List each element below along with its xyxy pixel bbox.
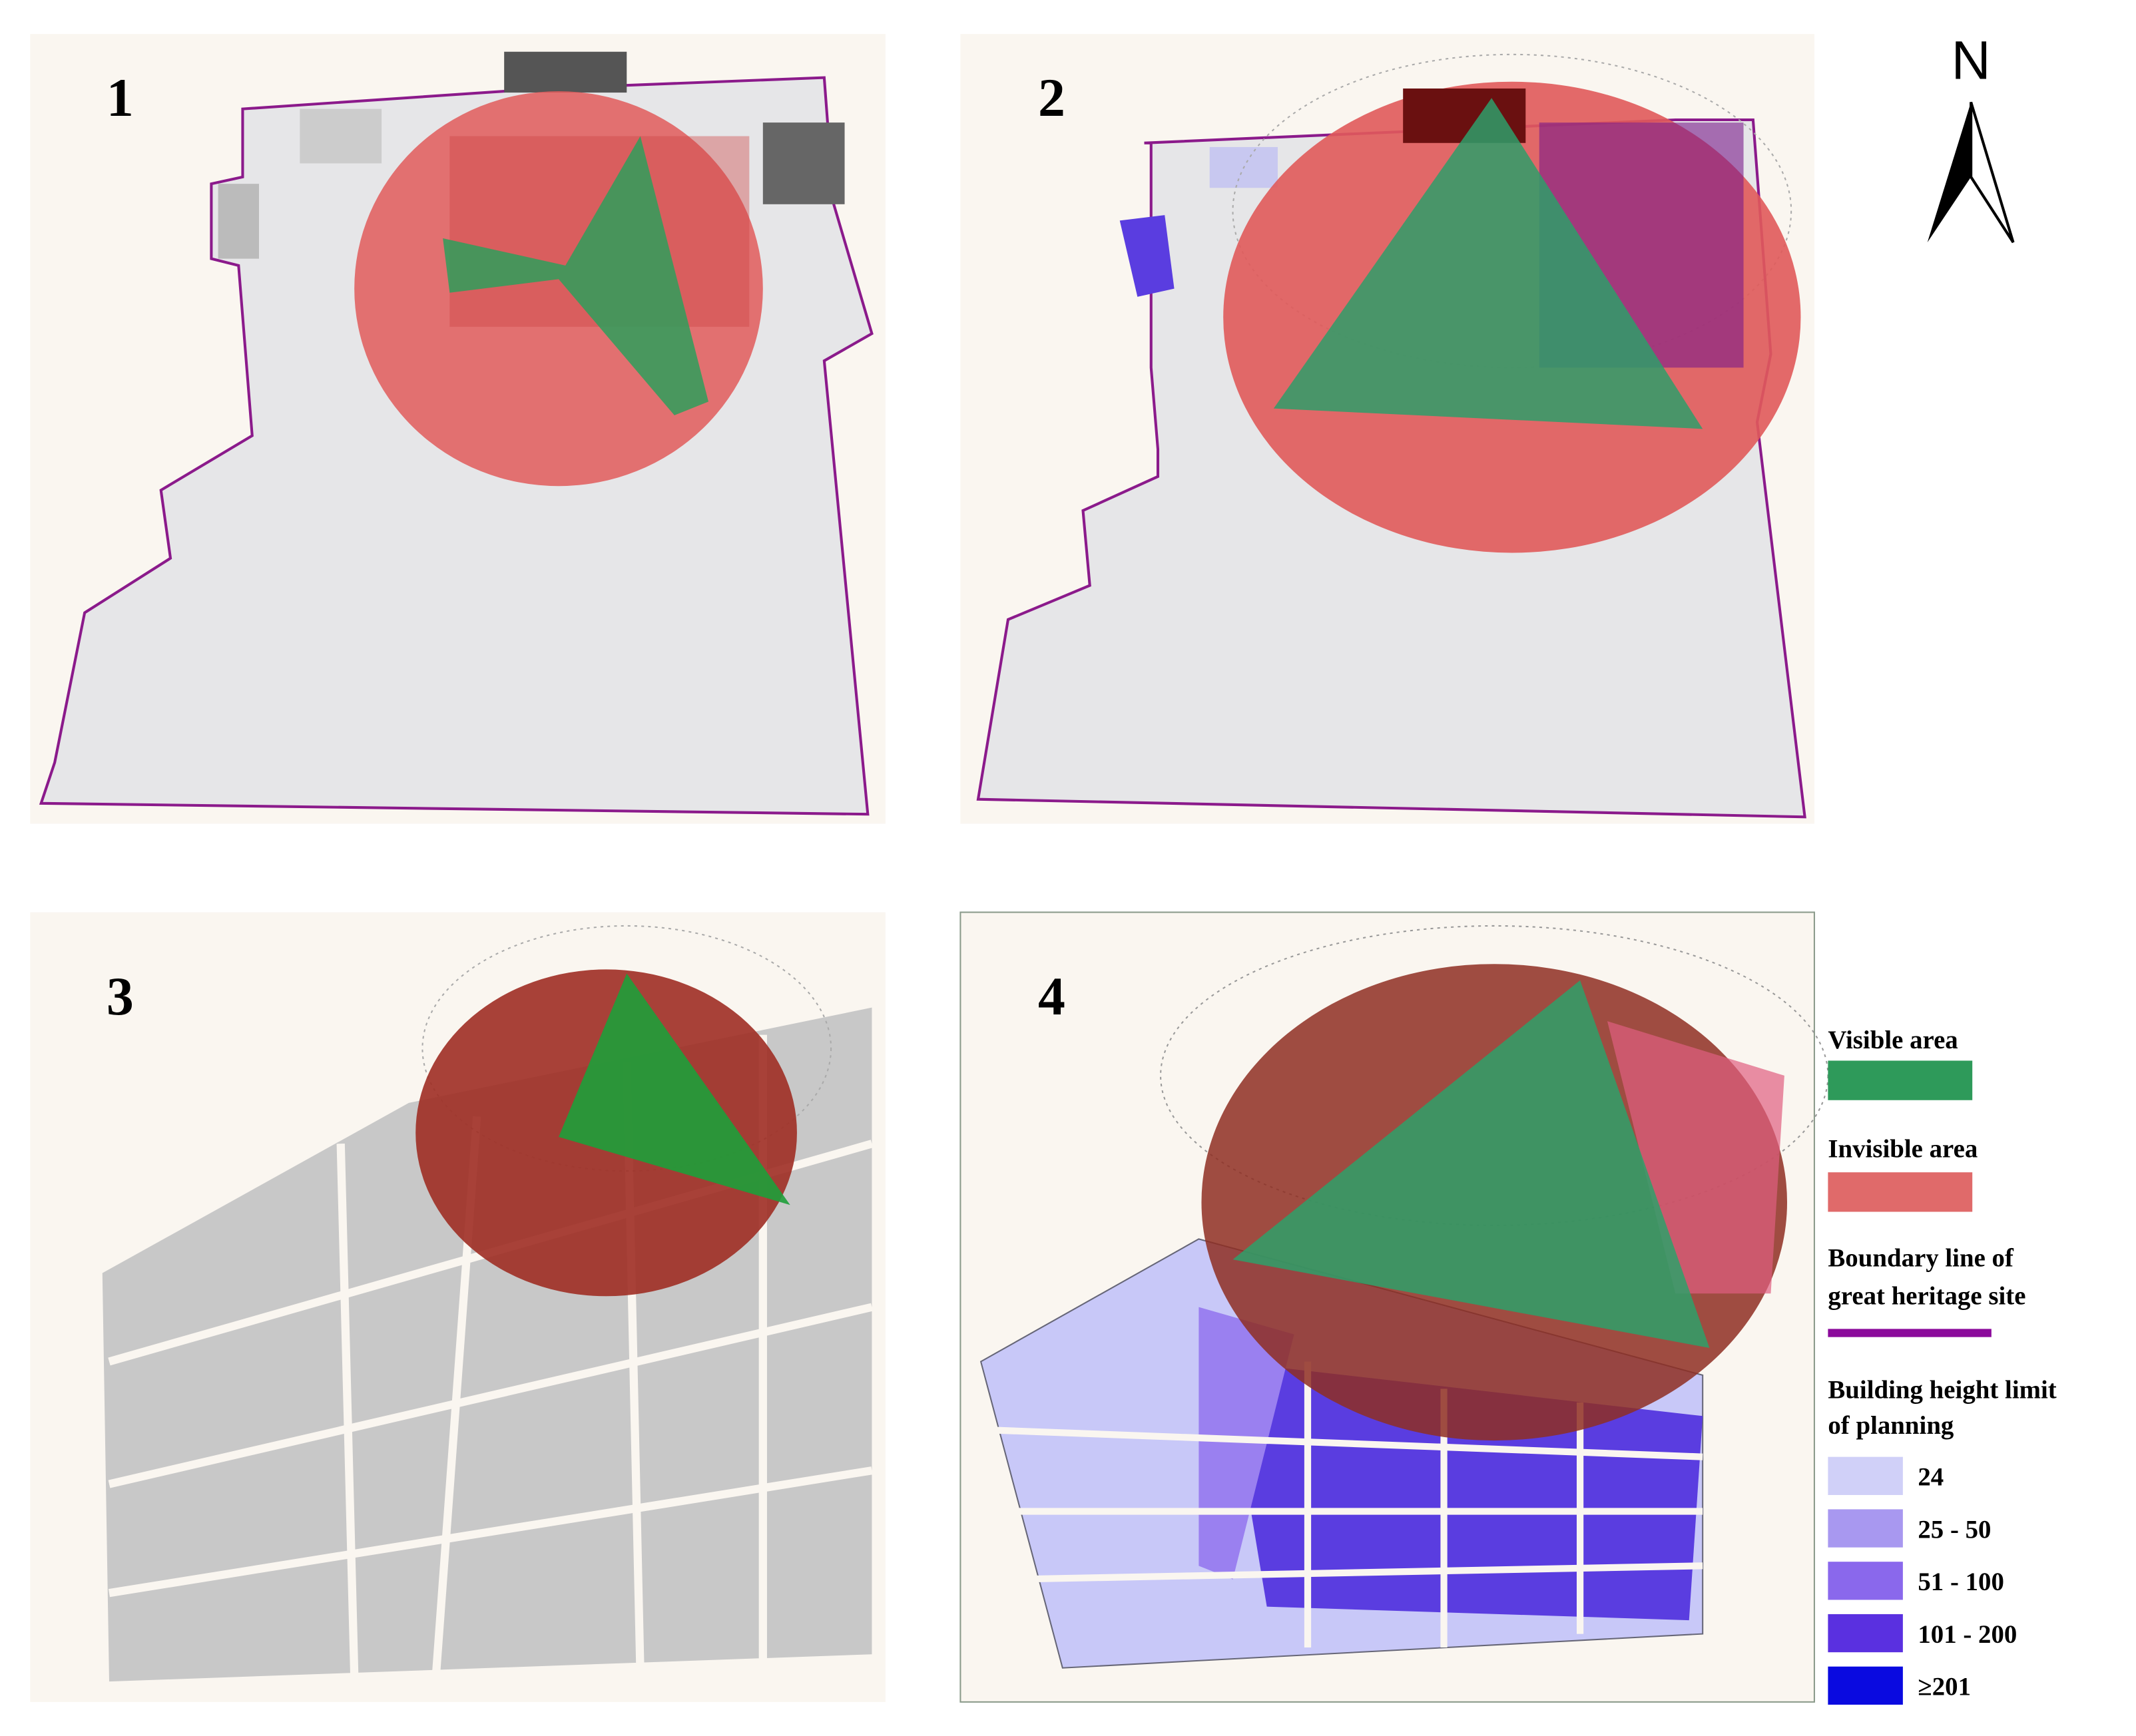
building	[218, 184, 259, 259]
legend-visible: Visible area	[1828, 1026, 1958, 1054]
legend: Visible area Invisible area Boundary lin…	[1828, 1026, 2057, 1440]
swatch-invisible	[1828, 1172, 1973, 1212]
swatch-visible	[1828, 1060, 1973, 1100]
visible-area	[443, 136, 708, 415]
panel-4: 4	[959, 911, 1829, 1703]
panel-label: 3	[107, 966, 134, 1026]
height-label: ≥201	[1918, 1673, 1971, 1701]
panel-3: 3	[30, 912, 886, 1702]
height-swatch	[1828, 1562, 1903, 1600]
legend-height-title: Building height limit	[1828, 1376, 2056, 1405]
legend-boundary: Boundary line of	[1828, 1243, 2014, 1272]
height-label: 51 - 100	[1918, 1568, 2004, 1596]
building	[504, 51, 627, 93]
building	[1119, 215, 1175, 297]
height-swatch	[1828, 1666, 1903, 1705]
visible-area	[558, 973, 790, 1205]
panel-1: 1	[30, 34, 886, 824]
visible-area	[1232, 980, 1710, 1349]
legend-boundary: great heritage site	[1828, 1282, 2025, 1311]
panel-label: 4	[1038, 966, 1065, 1026]
arrow-right	[1970, 101, 2015, 244]
height-swatch	[1828, 1509, 1903, 1548]
height-label: 24	[1918, 1463, 1944, 1492]
visible-area	[1273, 98, 1703, 429]
height-swatch	[1828, 1614, 1903, 1653]
height-swatch	[1828, 1456, 1903, 1495]
north-label: N	[1952, 31, 1991, 91]
invisible-area-light	[1607, 1021, 1784, 1294]
panel-2: 2	[960, 34, 1814, 824]
swatch-boundary	[1828, 1329, 1992, 1337]
legend-invisible: Invisible area	[1828, 1135, 1978, 1164]
building	[762, 122, 845, 204]
height-label: 25 - 50	[1918, 1515, 1991, 1544]
panel-label: 1	[107, 67, 134, 128]
height-label: 101 - 200	[1918, 1620, 2017, 1649]
building	[300, 108, 382, 164]
arrow-left	[1927, 102, 1972, 243]
panel-label: 2	[1038, 67, 1065, 128]
north-arrow: N	[1927, 31, 2015, 244]
legend-height-title: of planning	[1828, 1411, 1954, 1440]
